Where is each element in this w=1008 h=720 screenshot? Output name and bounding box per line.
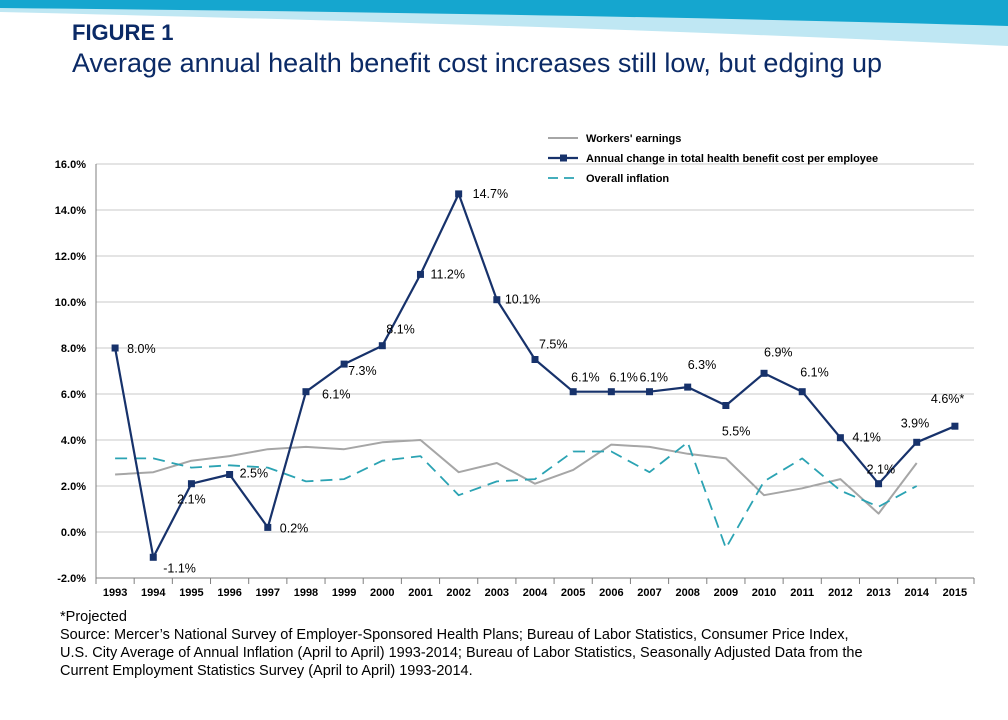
data-label: 10.1%	[505, 293, 540, 307]
y-tick-label: 16.0%	[55, 159, 86, 171]
x-tick-label: 1993	[103, 587, 127, 599]
y-tick-label: 0.0%	[61, 527, 86, 539]
x-tick-label: 2014	[904, 587, 929, 599]
data-label: 2.1%	[177, 493, 206, 507]
data-point-marker	[760, 369, 768, 377]
y-tick-label: -2.0%	[57, 573, 86, 585]
data-point-marker	[684, 383, 692, 391]
data-label: 7.5%	[539, 338, 568, 352]
data-label: 0.2%	[280, 521, 309, 535]
y-tick-label: 2.0%	[61, 481, 86, 493]
projected-note: *Projected	[60, 609, 127, 625]
data-label: 6.1%	[322, 388, 351, 402]
data-label: -1.1%	[163, 561, 196, 575]
x-tick-label: 1994	[141, 587, 166, 599]
data-label: 14.7%	[473, 187, 508, 201]
header-band-dark-stripe	[0, 0, 1008, 26]
data-point-marker	[455, 190, 463, 198]
data-point-marker	[149, 553, 157, 561]
legend-label: Workers' earnings	[586, 133, 681, 145]
x-tick-label: 2001	[408, 587, 432, 599]
data-label: 8.1%	[386, 323, 415, 337]
data-label: 2.5%	[240, 467, 269, 481]
data-point-marker	[875, 480, 883, 488]
data-label: 6.9%	[764, 345, 793, 359]
x-tick-label: 2008	[675, 587, 699, 599]
data-point-marker	[913, 438, 921, 446]
data-point-marker	[798, 388, 806, 396]
source-line-1: Source: Mercer’s National Survey of Empl…	[60, 627, 849, 643]
x-tick-label: 2002	[446, 587, 470, 599]
data-label: 2.1%	[867, 463, 896, 477]
series-line	[114, 192, 956, 559]
x-tick-label: 1996	[217, 587, 241, 599]
data-label: 3.9%	[901, 416, 930, 430]
data-point-marker	[607, 388, 615, 396]
data-label: 4.6%*	[931, 392, 964, 406]
figure-label: FIGURE 1	[72, 20, 174, 45]
data-label: 6.3%	[688, 358, 717, 372]
x-tick-label: 2004	[523, 587, 548, 599]
x-tick-label: 2007	[637, 587, 661, 599]
data-label: 6.1%	[640, 371, 669, 385]
data-point-marker	[111, 344, 119, 352]
figure-title: Average annual health benefit cost incre…	[72, 48, 883, 78]
legend-marker	[560, 154, 567, 162]
x-tick-label: 2010	[752, 587, 776, 599]
data-point-marker	[836, 434, 844, 442]
legend-label: Annual change in total health benefit co…	[586, 153, 878, 165]
x-tick-label: 1999	[332, 587, 356, 599]
line-chart: -2.0% 0.0% 2.0% 4.0% 6.0% 8.0% 10.0% 12.0% 14.0%…	[55, 133, 975, 599]
data-point-marker	[722, 402, 730, 409]
x-tick-label: 2009	[714, 587, 738, 599]
x-tick-label: 2013	[866, 587, 890, 599]
data-point-marker	[378, 342, 386, 350]
data-point-marker	[302, 388, 310, 396]
x-tick-label: 2003	[485, 587, 509, 599]
x-tick-label: 1997	[256, 587, 280, 599]
x-tick-label: 2011	[790, 587, 814, 599]
x-tick-label: 2015	[943, 587, 967, 599]
data-point-marker	[416, 270, 424, 278]
legend-label: Overall inflation	[586, 173, 669, 185]
data-point-marker	[340, 360, 348, 368]
data-point-marker	[569, 388, 577, 396]
source-line-2: U.S. City Average of Annual Inflation (A…	[60, 645, 863, 661]
data-label: 8.0%	[127, 342, 156, 356]
data-label: 6.1%	[609, 371, 638, 385]
data-point-marker	[187, 480, 195, 488]
y-tick-label: 12.0%	[55, 251, 86, 263]
x-tick-label: 2006	[599, 587, 623, 599]
data-label: 5.5%	[722, 425, 751, 439]
y-tick-label: 8.0%	[61, 343, 86, 355]
data-label: 6.1%	[571, 371, 600, 385]
y-tick-label: 10.0%	[55, 297, 86, 309]
header-band	[0, 0, 1008, 46]
x-tick-label: 2005	[561, 587, 585, 599]
data-point-marker	[646, 388, 654, 396]
y-tick-label: 6.0%	[61, 389, 86, 401]
data-label: 7.3%	[348, 364, 377, 378]
data-point-marker	[951, 422, 959, 430]
x-tick-label: 1995	[179, 587, 203, 599]
x-tick-label: 1998	[294, 587, 318, 599]
data-point-marker	[493, 296, 501, 304]
data-point-marker	[531, 356, 539, 363]
series-line	[115, 441, 918, 549]
y-tick-label: 14.0%	[55, 205, 86, 217]
source-line-3: Current Employment Statistics Survey (Ap…	[60, 663, 473, 679]
data-label: 4.1%	[852, 431, 881, 445]
footnote: *Projected Source: Mercer’s National Sur…	[60, 608, 980, 680]
data-point-marker	[226, 471, 234, 478]
series-line	[115, 439, 918, 515]
y-tick-label: 4.0%	[61, 435, 86, 447]
x-tick-label: 2012	[828, 587, 852, 599]
data-label: 11.2%	[430, 267, 465, 281]
data-label: 6.1%	[800, 366, 829, 380]
x-tick-label: 2000	[370, 587, 394, 599]
data-point-marker	[264, 523, 272, 531]
